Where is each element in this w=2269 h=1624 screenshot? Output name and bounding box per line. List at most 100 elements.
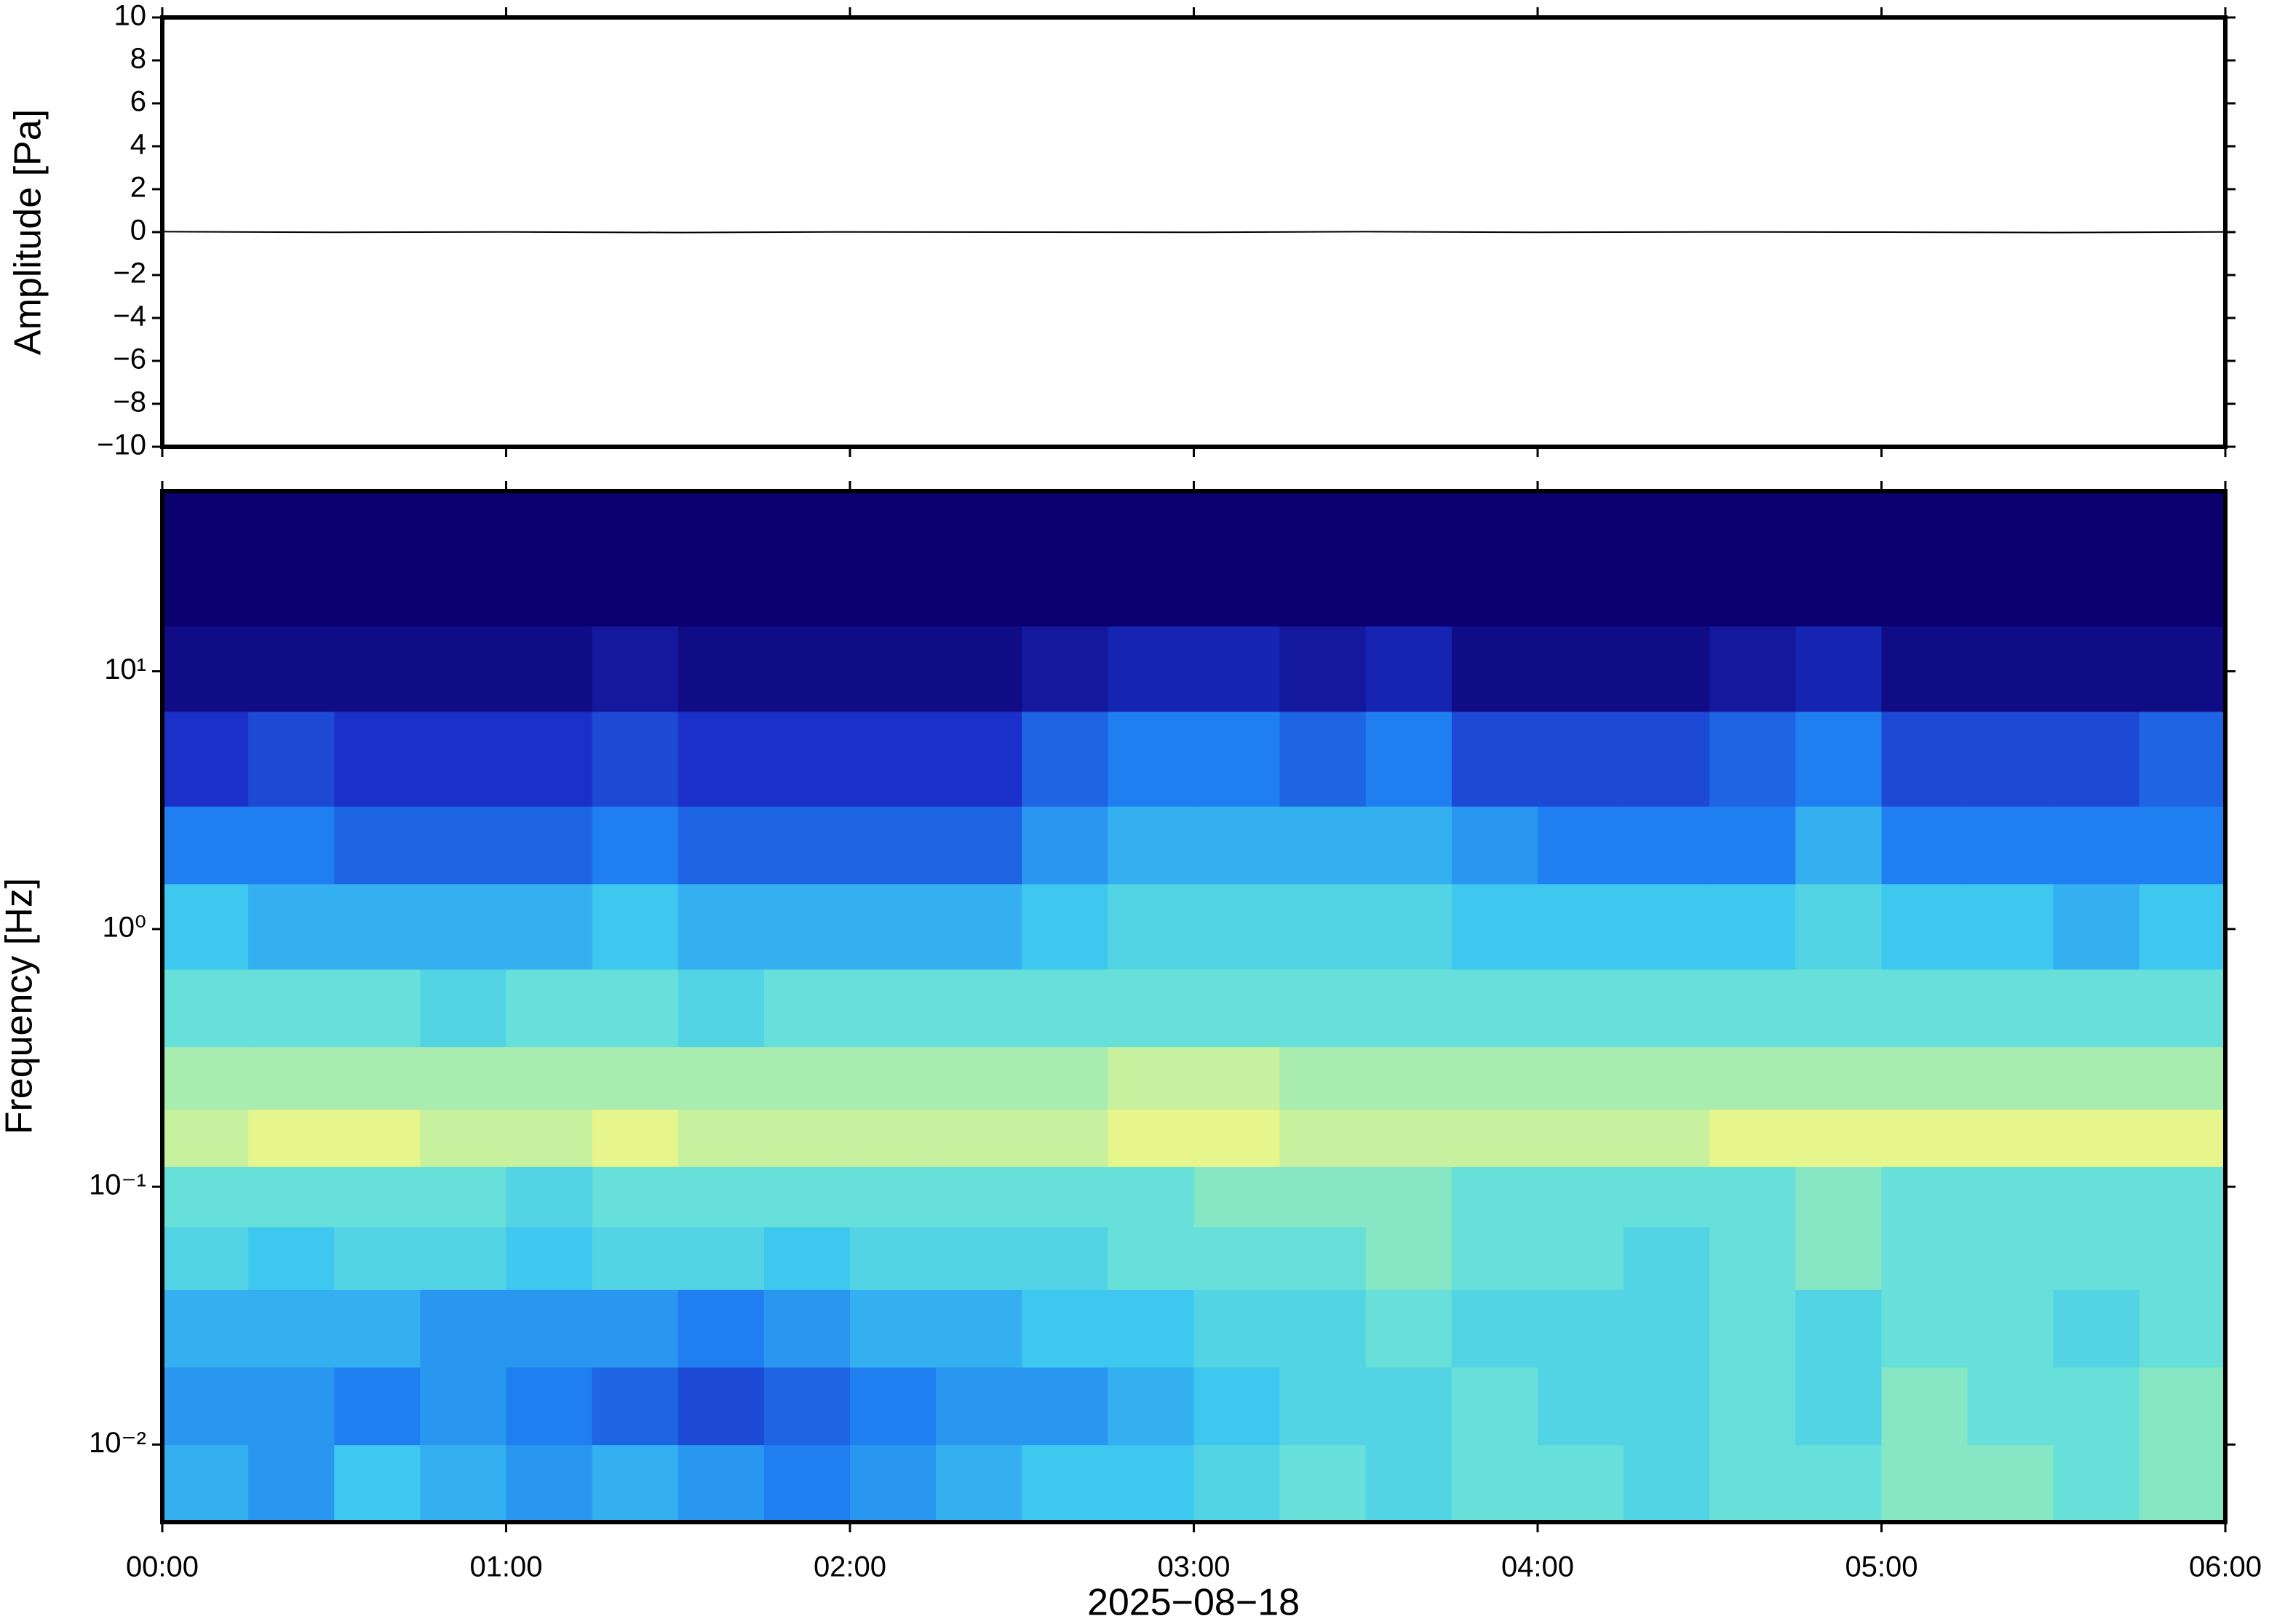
spectrogram-cell bbox=[420, 968, 507, 1048]
spectrogram-cell bbox=[1365, 626, 1453, 712]
spectrogram-cell bbox=[1881, 805, 1968, 885]
spectrogram-cell bbox=[1967, 968, 2054, 1048]
spectrogram-cell bbox=[1795, 1366, 1883, 1446]
spectrogram-cell bbox=[1022, 1444, 1109, 1523]
spectrogram-cell bbox=[248, 626, 335, 712]
spectrogram-cell bbox=[592, 805, 679, 885]
x-tick-label: 00:00 bbox=[126, 1551, 199, 1583]
spectrogram-cell bbox=[506, 1366, 593, 1446]
spectrogram-cell bbox=[1193, 1109, 1281, 1167]
spectrogram-cell bbox=[162, 1289, 249, 1368]
spectrogram-cell bbox=[1709, 968, 1797, 1048]
spectrogram-cell bbox=[1709, 1166, 1797, 1227]
spectrogram-cell bbox=[1451, 1444, 1538, 1523]
spectrogram-cell bbox=[248, 1444, 335, 1523]
spectrogram-cell bbox=[1881, 1226, 1968, 1290]
spectrogram-cell bbox=[1538, 883, 1624, 970]
spectrogram-cell bbox=[162, 968, 249, 1048]
spectrogram-cell bbox=[1451, 1166, 1538, 1227]
spectrogram-cell bbox=[1365, 1444, 1453, 1523]
spectrogram-cell bbox=[1279, 1166, 1367, 1227]
spectrogram-cell bbox=[1022, 883, 1109, 970]
spectrogram-cell bbox=[2053, 1289, 2140, 1368]
spectrogram-cell bbox=[677, 805, 765, 885]
spectrogram-cell bbox=[1022, 711, 1109, 807]
spectrogram-cell bbox=[506, 883, 593, 970]
spectrogram-cell bbox=[1624, 968, 1711, 1048]
spectrogram-cell bbox=[1795, 1444, 1883, 1523]
spectrogram-cell bbox=[1709, 491, 1797, 627]
y-tick-label: 10⁻² bbox=[89, 1427, 146, 1459]
spectrogram-cell bbox=[1967, 626, 2054, 712]
spectrogram-cell bbox=[592, 1046, 679, 1110]
spectrogram-cell bbox=[2053, 1046, 2140, 1110]
spectrogram-cell bbox=[334, 1109, 421, 1167]
spectrogram-cell bbox=[1108, 805, 1195, 885]
spectrogram-cell bbox=[1193, 1289, 1281, 1368]
spectrogram-cell bbox=[1022, 805, 1109, 885]
spectrogram-cell bbox=[1108, 883, 1195, 970]
spectrogram-cell bbox=[2053, 1166, 2140, 1227]
spectrogram-cell bbox=[1709, 1046, 1797, 1110]
spectrogram-cell bbox=[162, 1366, 249, 1446]
spectrogram-cell bbox=[420, 1166, 507, 1227]
spectrogram-cell bbox=[1538, 1289, 1624, 1368]
spectrogram-cell bbox=[2139, 626, 2226, 712]
spectrogram-cell bbox=[1795, 1166, 1883, 1227]
spectrogram-cell bbox=[162, 1046, 249, 1110]
spectrogram-cell bbox=[1365, 883, 1453, 970]
spectrogram-cell bbox=[248, 1109, 335, 1167]
spectrogram-cell bbox=[1709, 626, 1797, 712]
spectrogram-cell bbox=[1881, 1046, 1968, 1110]
spectrogram-cell bbox=[1022, 1109, 1109, 1167]
x-tick-label: 03:00 bbox=[1157, 1551, 1230, 1583]
spectrogram-cell bbox=[1881, 711, 1968, 807]
spectrogram-cell bbox=[677, 1444, 765, 1523]
spectrogram-cell bbox=[334, 1166, 421, 1227]
spectrogram-cell bbox=[1022, 968, 1109, 1048]
spectrogram-cell bbox=[1967, 491, 2054, 627]
spectrogram-cell bbox=[763, 1366, 851, 1446]
spectrogram-cell bbox=[763, 1166, 851, 1227]
spectrogram-cell bbox=[1451, 1046, 1538, 1110]
spectrogram-cell bbox=[592, 968, 679, 1048]
spectrogram-cell bbox=[1193, 805, 1281, 885]
spectrogram-cell bbox=[1108, 968, 1195, 1048]
spectrogram-cell bbox=[506, 711, 593, 807]
y-tick-label: −10 bbox=[97, 429, 146, 461]
spectrogram-cell bbox=[1967, 1166, 2054, 1227]
spectrogram-cell bbox=[334, 1289, 421, 1368]
spectrogram-cell bbox=[936, 1444, 1023, 1523]
spectrogram-cell bbox=[1538, 1444, 1624, 1523]
spectrogram-cell bbox=[592, 1226, 679, 1290]
spectrogram-cell bbox=[592, 711, 679, 807]
spectrogram-cell bbox=[162, 711, 249, 807]
spectrogram-cell bbox=[1709, 711, 1797, 807]
spectrogram-cell bbox=[162, 1109, 249, 1167]
spectrogram-cell bbox=[1279, 968, 1367, 1048]
spectrogram-cell bbox=[1795, 626, 1883, 712]
spectrogram-cell bbox=[2053, 805, 2140, 885]
spectrogram-cell bbox=[248, 711, 335, 807]
spectrogram-cell bbox=[1022, 1289, 1109, 1368]
spectrogram-cell bbox=[1193, 1366, 1281, 1446]
spectrogram-cell bbox=[936, 491, 1023, 627]
spectrogram-cell bbox=[850, 883, 937, 970]
spectrogram-cell bbox=[506, 968, 593, 1048]
spectrogram-cell bbox=[1279, 711, 1367, 807]
spectrogram-cell bbox=[2053, 883, 2140, 970]
spectrogram-cell bbox=[1108, 1109, 1195, 1167]
spectrogram-cell bbox=[1365, 968, 1453, 1048]
spectrogram-cell bbox=[334, 1046, 421, 1110]
spectrogram-cell bbox=[592, 1166, 679, 1227]
spectrogram-cell bbox=[1365, 1289, 1453, 1368]
spectrogram-cell bbox=[677, 1166, 765, 1227]
spectrogram-cell bbox=[506, 1109, 593, 1167]
spectrogram-cell bbox=[1022, 1366, 1109, 1446]
spectrogram-cell bbox=[1451, 883, 1538, 970]
spectrogram-cell bbox=[592, 1109, 679, 1167]
spectrogram-cell bbox=[1279, 626, 1367, 712]
spectrogram-cell bbox=[162, 626, 249, 712]
spectrogram-cell bbox=[2053, 1366, 2140, 1446]
spectrogram-cell bbox=[1108, 491, 1195, 627]
